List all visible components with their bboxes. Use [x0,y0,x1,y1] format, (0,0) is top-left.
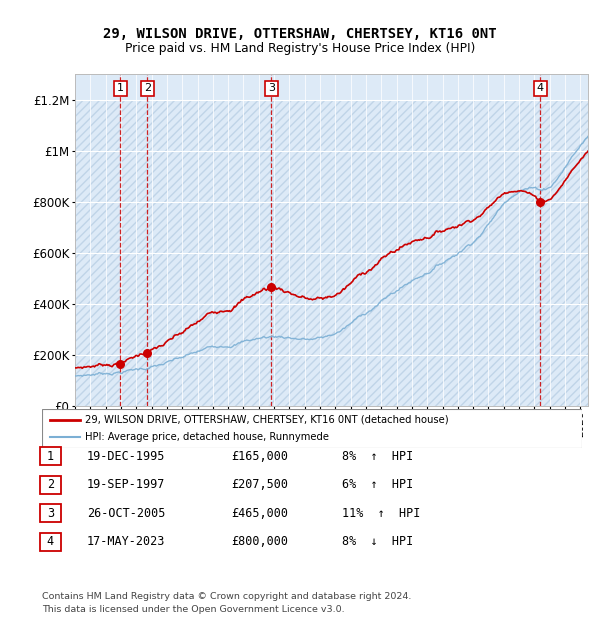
Text: 2: 2 [47,479,54,491]
Text: 1: 1 [117,84,124,94]
Text: 17-MAY-2023: 17-MAY-2023 [87,536,166,548]
Text: 8%  ↓  HPI: 8% ↓ HPI [342,536,413,548]
Text: 26-OCT-2005: 26-OCT-2005 [87,507,166,520]
Text: 6%  ↑  HPI: 6% ↑ HPI [342,479,413,491]
FancyBboxPatch shape [42,409,582,448]
Text: HPI: Average price, detached house, Runnymede: HPI: Average price, detached house, Runn… [85,432,329,442]
FancyBboxPatch shape [40,505,61,522]
Text: This data is licensed under the Open Government Licence v3.0.: This data is licensed under the Open Gov… [42,604,344,614]
Text: 2: 2 [144,84,151,94]
Text: £165,000: £165,000 [231,450,288,463]
Text: 19-DEC-1995: 19-DEC-1995 [87,450,166,463]
Text: £465,000: £465,000 [231,507,288,520]
FancyBboxPatch shape [40,533,61,551]
Text: 3: 3 [268,84,275,94]
Text: 4: 4 [536,84,544,94]
Text: £207,500: £207,500 [231,479,288,491]
FancyBboxPatch shape [40,476,61,494]
Text: 8%  ↑  HPI: 8% ↑ HPI [342,450,413,463]
Text: 19-SEP-1997: 19-SEP-1997 [87,479,166,491]
FancyBboxPatch shape [40,448,61,465]
Text: Contains HM Land Registry data © Crown copyright and database right 2024.: Contains HM Land Registry data © Crown c… [42,592,412,601]
Text: 29, WILSON DRIVE, OTTERSHAW, CHERTSEY, KT16 0NT (detached house): 29, WILSON DRIVE, OTTERSHAW, CHERTSEY, K… [85,415,449,425]
Text: 3: 3 [47,507,54,520]
Text: 11%  ↑  HPI: 11% ↑ HPI [342,507,421,520]
Text: Price paid vs. HM Land Registry's House Price Index (HPI): Price paid vs. HM Land Registry's House … [125,42,475,55]
Text: 4: 4 [47,536,54,548]
Text: 1: 1 [47,450,54,463]
Text: 29, WILSON DRIVE, OTTERSHAW, CHERTSEY, KT16 0NT: 29, WILSON DRIVE, OTTERSHAW, CHERTSEY, K… [103,27,497,41]
Text: £800,000: £800,000 [231,536,288,548]
